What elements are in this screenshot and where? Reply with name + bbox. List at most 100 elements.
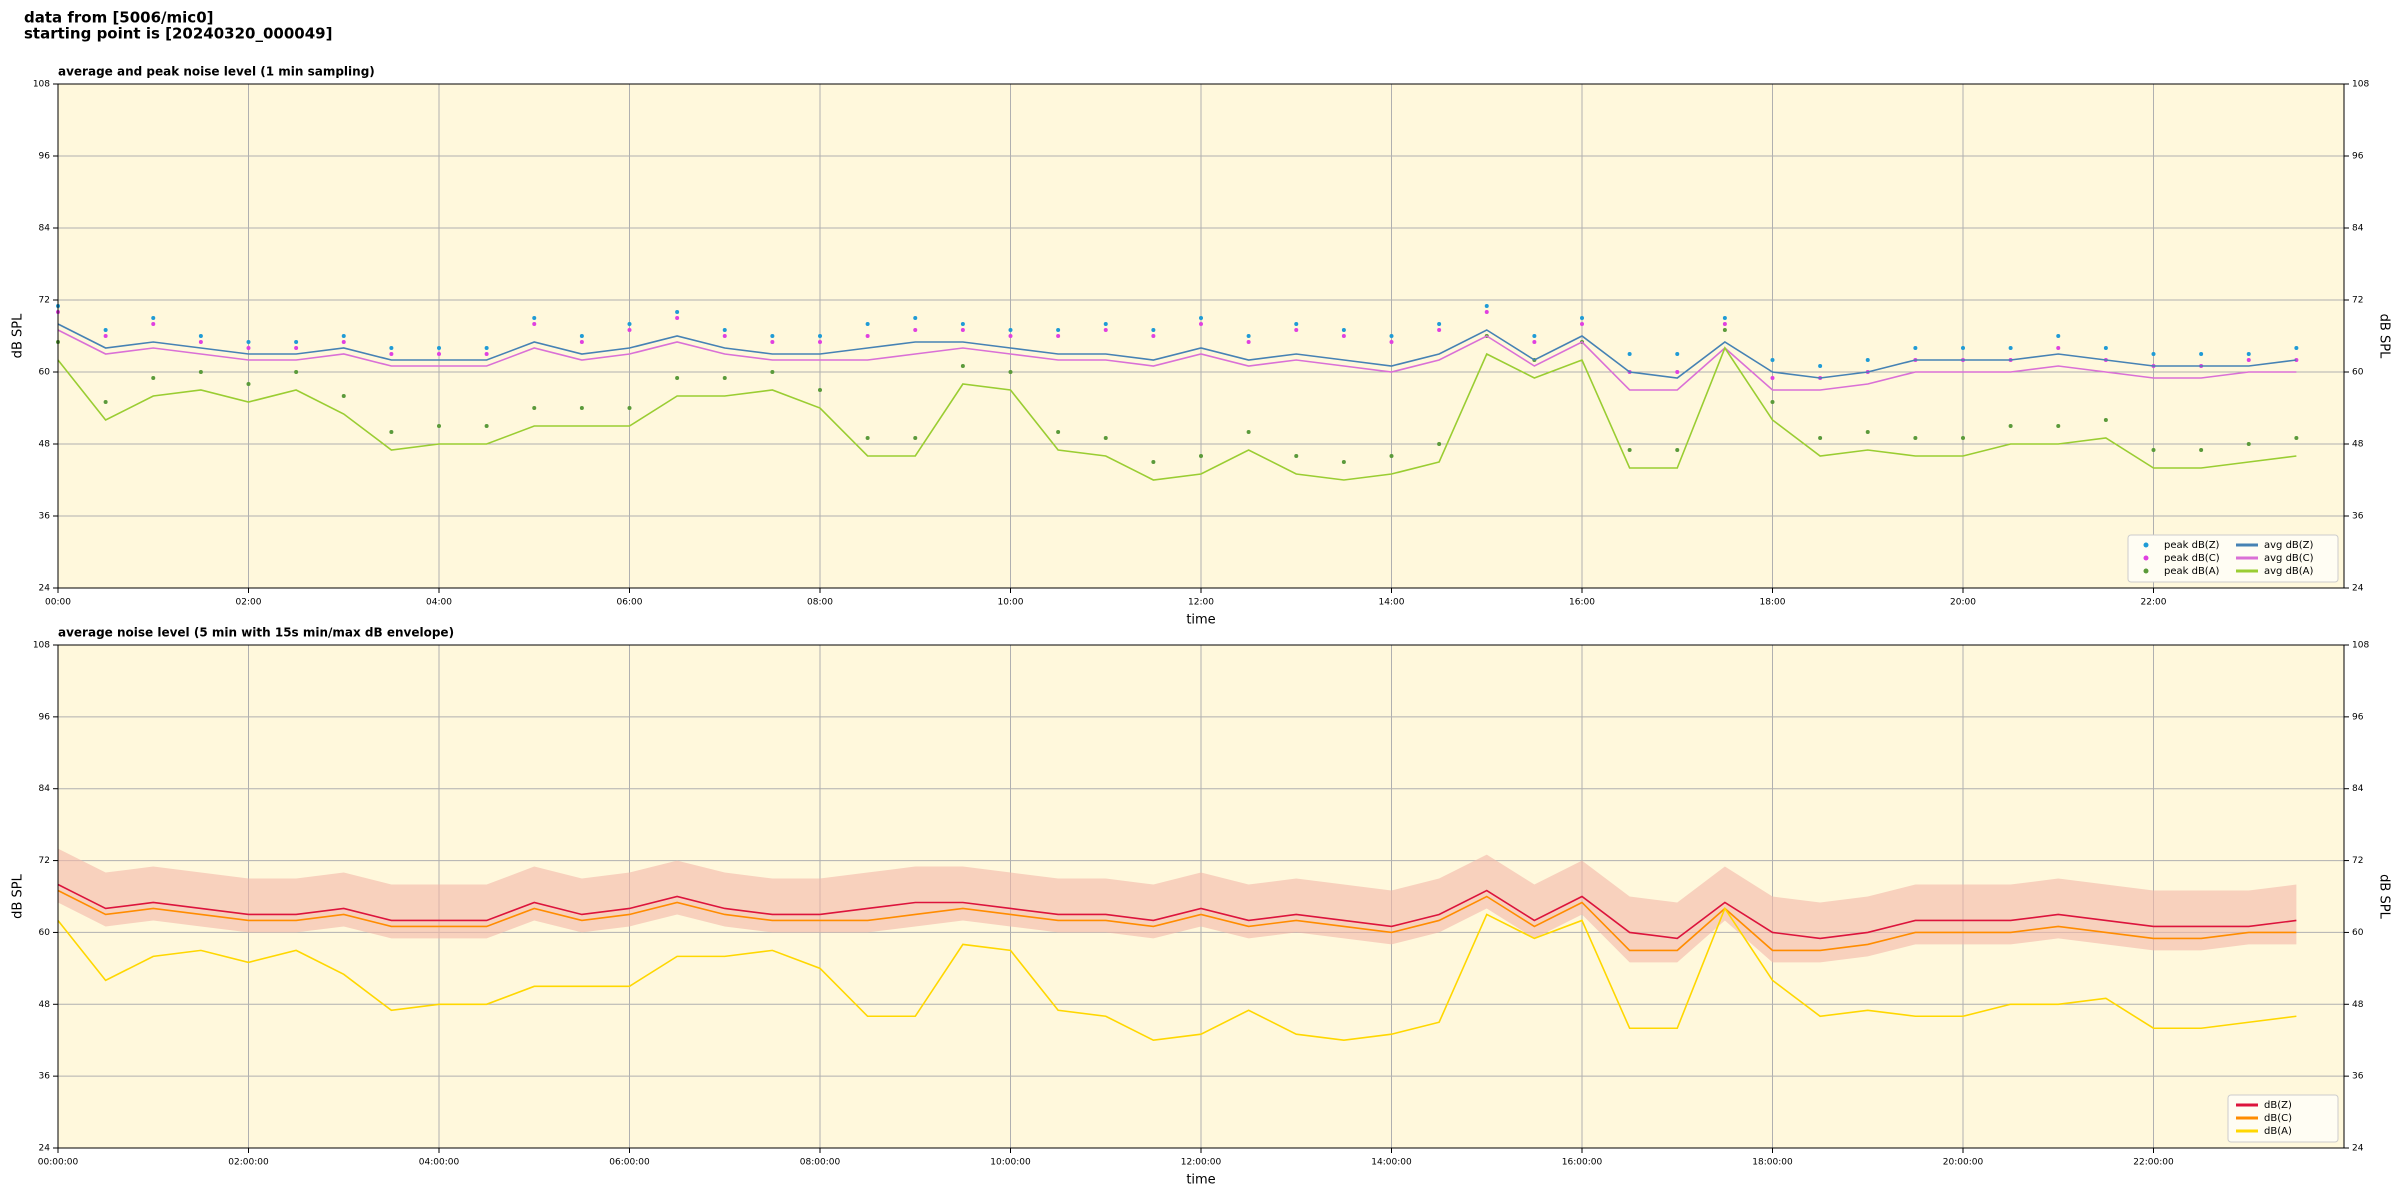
y-tick-label: 72 xyxy=(2352,856,2363,866)
peak-point xyxy=(246,382,251,386)
peak-point xyxy=(2103,346,2108,350)
peak-point xyxy=(1389,454,1394,458)
peak-point xyxy=(579,334,584,338)
x-tick-label: 06:00 xyxy=(617,598,643,608)
peak-point xyxy=(1151,328,1156,332)
peak-point xyxy=(2056,334,2061,338)
x-tick-label: 04:00 xyxy=(426,598,452,608)
peak-point xyxy=(1103,436,1108,440)
peak-point xyxy=(722,376,727,380)
peak-point xyxy=(1437,442,1442,446)
x-tick-label: 10:00 xyxy=(998,598,1024,608)
header-line: data from [5006/mic0] xyxy=(24,9,214,27)
peak-point xyxy=(151,322,156,326)
envelope xyxy=(58,848,2297,963)
peak-point xyxy=(1580,316,1584,320)
peak-point xyxy=(1294,328,1299,332)
y-axis-label: dB SPL xyxy=(11,313,26,358)
y-tick-label: 36 xyxy=(39,1072,51,1082)
peak-point xyxy=(1532,340,1537,344)
peak-point xyxy=(1580,322,1584,326)
y-tick-label: 84 xyxy=(2352,224,2364,234)
x-tick-label: 02:00:00 xyxy=(228,1158,269,1168)
x-tick-label: 22:00:00 xyxy=(2133,1158,2174,1168)
x-tick-label: 06:00:00 xyxy=(609,1158,650,1168)
peak-point xyxy=(1199,454,1203,458)
peak-point xyxy=(579,340,584,344)
peak-point xyxy=(1627,448,1632,452)
y-axis-label: dB SPL xyxy=(2377,874,2392,919)
peak-point xyxy=(1818,436,1823,440)
peak-point xyxy=(1056,430,1061,434)
peak-point xyxy=(103,400,108,404)
peak-point xyxy=(341,340,346,344)
peak-point xyxy=(960,364,965,368)
peak-point xyxy=(1437,322,1442,326)
legend-label: avg dB(A) xyxy=(2264,566,2314,577)
peak-point xyxy=(1913,346,1918,350)
y-tick-label: 36 xyxy=(2352,1072,2364,1082)
y-tick-label: 24 xyxy=(39,584,51,594)
peak-point xyxy=(627,406,632,410)
peak-point xyxy=(437,346,441,350)
peak-point xyxy=(294,346,299,350)
peak-point xyxy=(484,346,489,350)
legend-box xyxy=(2127,534,2339,583)
peak-point xyxy=(2199,448,2204,452)
peak-point xyxy=(2056,424,2061,428)
peak-point xyxy=(722,334,727,338)
peak-point xyxy=(1675,352,1680,356)
peak-point xyxy=(1961,436,1965,440)
peak-point xyxy=(1008,334,1013,338)
x-tick-label: 18:00:00 xyxy=(1752,1158,1793,1168)
y-tick-label: 84 xyxy=(39,224,51,234)
y-tick-label: 108 xyxy=(2352,641,2369,651)
peak-point xyxy=(532,406,537,410)
y-tick-label: 108 xyxy=(33,80,50,90)
peak-point xyxy=(532,322,537,326)
peak-point xyxy=(198,370,203,374)
x-tick-label: 00:00:00 xyxy=(38,1158,79,1168)
peak-point xyxy=(913,316,918,320)
peak-point xyxy=(913,436,918,440)
peak-point xyxy=(1008,370,1013,374)
peak-point xyxy=(1865,430,1870,434)
x-tick-label: 08:00 xyxy=(807,598,833,608)
peak-point xyxy=(1341,328,1346,332)
peak-point xyxy=(1151,334,1156,338)
legend-marker xyxy=(2143,542,2149,548)
y-tick-label: 96 xyxy=(39,152,51,162)
peak-point xyxy=(198,340,203,344)
peak-point xyxy=(770,340,775,344)
peak-point xyxy=(1246,340,1251,344)
x-tick-label: 08:00:00 xyxy=(800,1158,841,1168)
x-tick-label: 20:00 xyxy=(1950,598,1976,608)
peak-point xyxy=(2199,352,2204,356)
peak-point xyxy=(1103,322,1108,326)
peak-point xyxy=(1722,316,1727,320)
peak-point xyxy=(294,340,299,344)
x-tick-label: 14:00 xyxy=(1379,598,1405,608)
peak-point xyxy=(818,334,822,338)
series-line xyxy=(57,329,2297,391)
peak-point xyxy=(484,424,489,428)
peak-point xyxy=(675,316,680,320)
y-tick-label: 108 xyxy=(2352,80,2369,90)
legend-label: avg dB(Z) xyxy=(2264,540,2314,551)
peak-point xyxy=(1770,376,1775,380)
y-axis-label: dB SPL xyxy=(2377,314,2392,359)
peak-point xyxy=(1770,400,1775,404)
y-tick-label: 84 xyxy=(39,784,51,794)
y-tick-label: 60 xyxy=(2352,928,2364,938)
peak-point xyxy=(2246,352,2251,356)
peak-point xyxy=(770,370,775,374)
peak-point xyxy=(1199,316,1203,320)
y-tick-label: 48 xyxy=(2352,440,2364,450)
y-tick-label: 60 xyxy=(2352,368,2364,378)
peak-point xyxy=(151,316,156,320)
peak-point xyxy=(2008,346,2013,350)
y-tick-label: 36 xyxy=(2352,512,2364,522)
legend-marker xyxy=(2143,555,2149,561)
y-tick-label: 96 xyxy=(2352,712,2364,722)
